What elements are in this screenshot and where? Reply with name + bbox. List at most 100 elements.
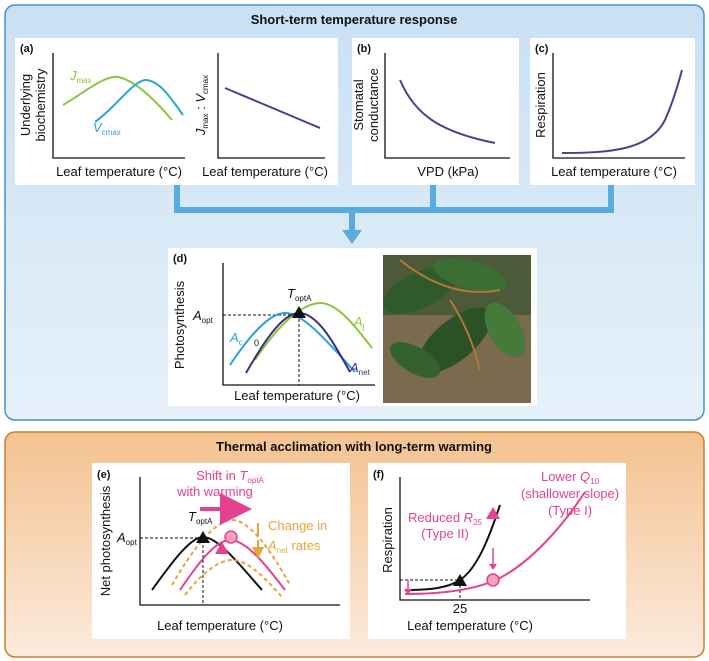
shift-label: Shift in ToptA	[196, 468, 264, 485]
respiration-curve	[561, 69, 683, 154]
shape	[389, 342, 441, 378]
sub: cmax	[102, 128, 121, 137]
panel-label: (a)	[20, 43, 34, 55]
change-label: Change in	[268, 518, 327, 533]
panel-label: (d)	[173, 253, 187, 265]
bottom-title: Thermal acclimation with long-term warmi…	[216, 439, 492, 454]
shape	[399, 259, 501, 371]
optimum-marker	[196, 531, 210, 543]
var: T	[188, 509, 197, 524]
top-title: Short-term temperature response	[251, 12, 458, 27]
aj-curve	[254, 301, 373, 361]
text: rates	[288, 538, 321, 553]
sub: opt	[202, 316, 214, 325]
x-label: Leaf temperature (°C)	[56, 164, 182, 179]
y-label: biochemistry	[33, 68, 48, 141]
connector-arrow	[342, 230, 362, 244]
upper-curve	[171, 518, 291, 586]
sub: 25	[473, 518, 482, 527]
sub: max	[201, 114, 210, 129]
panel-label: (b)	[357, 43, 371, 55]
y-label: conductance	[366, 68, 381, 142]
type-label: (Type I)	[548, 503, 592, 518]
sub: cmax	[201, 75, 210, 94]
lower-curve	[184, 558, 283, 598]
var: A	[192, 308, 202, 323]
shape	[484, 302, 526, 358]
acclimated-curve	[404, 491, 586, 595]
sub: 10	[590, 477, 599, 486]
axes	[384, 53, 510, 159]
aopt-label: Aopt	[116, 530, 138, 547]
shift-label: with warming	[176, 484, 253, 499]
aj-label: Aj	[353, 314, 365, 331]
var: J	[193, 128, 208, 136]
var: Q	[580, 469, 590, 484]
ratio-y-label: Jmax : Vcmax	[193, 75, 210, 136]
y-label: Net photosynthesis	[98, 485, 113, 596]
anet-label: Anet	[349, 360, 371, 377]
leaf-photo	[382, 255, 531, 403]
sub: c	[239, 338, 243, 347]
panel-c	[530, 38, 695, 185]
x-label: Leaf temperature (°C)	[234, 388, 360, 403]
text: Shift in	[196, 468, 239, 483]
type-label: (Type II)	[421, 526, 469, 541]
var: R	[464, 510, 473, 525]
y-label: Respiration	[380, 507, 395, 573]
sub: optA	[196, 517, 213, 526]
sub: net	[359, 368, 371, 377]
var: T	[239, 468, 248, 483]
shifted-point	[224, 530, 238, 544]
x-label: VPD (kPa)	[417, 164, 478, 179]
axes	[52, 53, 185, 159]
var: A	[116, 530, 126, 545]
reduced-label: Reduced R25	[408, 510, 482, 527]
y-label: Respiration	[533, 72, 548, 138]
panel-label: (e)	[97, 469, 111, 481]
topta-label: ToptA	[287, 286, 312, 303]
var: V	[93, 120, 103, 135]
panel-f	[368, 463, 626, 639]
panel-a	[15, 38, 338, 185]
type-i-point	[486, 573, 500, 587]
x-label: Leaf temperature (°C)	[407, 618, 533, 633]
y-label: Photosynthesis	[172, 280, 187, 369]
sub: max	[77, 76, 92, 85]
axes	[222, 263, 375, 386]
ratio-line	[224, 87, 321, 129]
conductance-curve	[399, 79, 496, 144]
shape	[382, 266, 458, 314]
vcmax-curve	[94, 78, 184, 123]
shifted-marker	[215, 542, 229, 554]
panel-b	[352, 38, 519, 185]
var: A	[353, 314, 363, 329]
var: A	[349, 360, 359, 375]
text: Reduced	[408, 510, 464, 525]
var: J	[69, 68, 77, 83]
zero-label: 0	[254, 338, 259, 348]
var: T	[287, 286, 296, 301]
change-label: Anet rates	[267, 538, 321, 555]
sub: j	[362, 322, 365, 331]
axes	[139, 477, 340, 606]
vcmax-label: Vcmax	[93, 120, 121, 137]
type-ii-marker	[486, 507, 500, 519]
aopt-label: Aopt	[192, 308, 214, 325]
lower-label: Lower Q10	[541, 469, 600, 486]
y-label: Underlying	[18, 74, 33, 136]
x-label: Leaf temperature (°C)	[202, 164, 328, 179]
shape	[418, 307, 492, 373]
sub: optA	[247, 476, 264, 485]
ac-label: Ac	[229, 330, 243, 347]
ac-curve	[229, 311, 356, 373]
sub: opt	[126, 538, 138, 547]
sub: net	[277, 546, 289, 555]
reference-marker	[453, 574, 467, 586]
jmax-label: Jmax	[69, 68, 92, 85]
axes	[217, 53, 325, 159]
tick-label: 25	[453, 601, 467, 616]
jmax-curve	[62, 75, 173, 121]
shape	[433, 258, 507, 292]
